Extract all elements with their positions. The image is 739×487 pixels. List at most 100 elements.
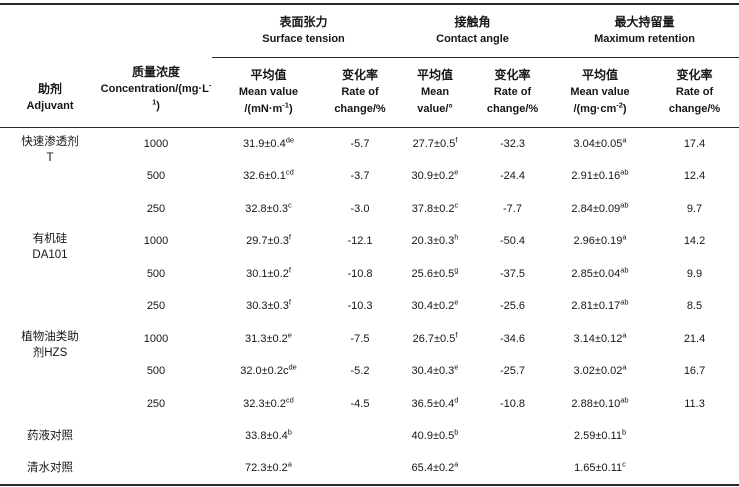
ca-rate-header-unit: change/% — [486, 103, 539, 115]
significance-superscript: f — [455, 330, 458, 340]
value-text: -34.6 — [499, 332, 526, 345]
value-text: 32.8±0.3 — [245, 202, 288, 215]
value-text: 3.14±0.12 — [573, 332, 623, 345]
value-text: 36.5±0.4 — [411, 397, 455, 410]
st-rate-cell: -3.7 — [325, 160, 395, 193]
value-text: -3.0 — [350, 202, 370, 215]
ca-mean-cell: 30.9±0.2e — [395, 160, 475, 193]
st-rate-cell — [325, 453, 395, 486]
value-text: 17.4 — [683, 138, 706, 150]
mr-rate-cell: 16.7 — [650, 355, 739, 388]
st-mean-header-unit: /(mN·m-1) — [212, 101, 325, 118]
value-text: -10.8 — [499, 397, 526, 410]
value-text: 12.4 — [683, 170, 706, 183]
concentration-cell — [100, 420, 212, 453]
ca-rate-cell: -7.7 — [475, 193, 550, 226]
value-text: -37.5 — [499, 267, 526, 280]
ca-mean-cell: 36.5±0.4d — [395, 388, 475, 421]
ca-rate-header-zh: 变化率 — [494, 68, 531, 82]
adjuvant-line: 清水对照 — [27, 462, 73, 475]
value-text: 2.91±0.16 — [571, 170, 621, 183]
ca-mean-header-en: Mean — [420, 86, 450, 98]
value-text: 3.02±0.02 — [573, 365, 623, 378]
value-text: 16.7 — [683, 365, 706, 378]
concentration-header: 质量浓度 Concentration/(mg·L-1) — [100, 4, 212, 128]
ca-rate-cell: -25.6 — [475, 290, 550, 323]
table-row: 500 32.0±0.2cde -5.2 30.4±0.3e -25.7 3.02±0.0… — [0, 355, 739, 388]
mr-unit-sup: -2 — [616, 100, 623, 110]
value-text: 2.96±0.19 — [573, 235, 623, 248]
adjuvant-cell: 药液对照 — [0, 420, 100, 453]
significance-superscript: c — [622, 459, 626, 469]
surface-tension-group-header: 表面张力 Surface tension — [212, 4, 395, 58]
significance-superscript: de — [288, 362, 297, 372]
ca-rate-cell — [475, 453, 550, 486]
adjuvant-line: T — [46, 152, 54, 164]
mr-rate-cell: 11.3 — [650, 388, 739, 421]
st-mean-cell: 29.7±0.3f — [212, 225, 325, 258]
st-mean-header-zh: 平均值 — [250, 68, 287, 82]
ca-rate-header: 变化率 Rate of change/% — [475, 57, 551, 128]
value-text: 2.81±0.17 — [571, 300, 621, 313]
value-text: 31.9±0.4 — [242, 138, 286, 150]
value-text: 2.84±0.09 — [571, 202, 621, 215]
st-rate-cell: -10.3 — [325, 290, 395, 323]
st-mean-cell: 31.9±0.4de — [212, 128, 325, 161]
concentration-cell: 250 — [146, 397, 166, 410]
ca-mean-header: 平均值 Mean value/° — [395, 57, 475, 128]
surface-tension-zh: 表面张力 — [279, 15, 328, 29]
adjuvant-cell: 清水对照 — [0, 453, 100, 486]
ca-rate-cell: -34.6 — [475, 323, 550, 356]
concentration-cell: 250 — [146, 202, 166, 215]
st-rate-header-unit: change/% — [334, 103, 386, 115]
value-text: 30.9±0.2 — [411, 170, 455, 183]
value-text: 30.1±0.2 — [246, 267, 289, 280]
value-text: 9.7 — [686, 202, 703, 215]
value-text: -12.1 — [347, 235, 373, 248]
ca-rate-cell: -25.7 — [475, 355, 550, 388]
value-text: 26.7±0.5 — [412, 332, 456, 345]
table-row: 植物油类助 剂HZS 1000 31.3±0.2e -7.5 26.7±0.5f -34.6… — [0, 323, 739, 359]
ca-rate-cell: -10.8 — [475, 388, 550, 421]
adjuvant-header: 助剂 Adjuvant — [0, 4, 100, 128]
concentration-cell: 500 — [146, 267, 166, 280]
value-text: 30.4±0.2 — [411, 300, 455, 313]
st-mean-cell: 30.3±0.3f — [212, 290, 325, 323]
concentration-unit-text: Concentration/(mg·L — [100, 83, 209, 95]
ca-rate-cell: -50.4 — [475, 225, 550, 258]
value-text: 40.9±0.5 — [411, 430, 455, 443]
significance-superscript: a — [622, 232, 627, 242]
significance-superscript: ab — [620, 265, 629, 275]
mr-rate-cell — [650, 453, 739, 486]
adjuvant-cell: 植物油类助 剂HZS — [0, 323, 100, 421]
value-text: 32.3±0.2 — [243, 397, 286, 410]
value-text: 20.3±0.3 — [411, 235, 455, 248]
value-text: 30.4±0.3 — [411, 365, 455, 378]
significance-superscript: a — [287, 459, 292, 469]
st-mean-cell: 31.3±0.2e — [212, 323, 325, 356]
st-rate-cell: -5.7 — [325, 128, 395, 161]
ca-mean-cell: 30.4±0.3e — [395, 355, 475, 388]
st-mean-header: 平均值 Mean value /(mN·m-1) — [212, 57, 325, 128]
table-row: 清水对照 72.3±0.2a 65.4±0.2a 1.65±0.11c — [0, 453, 739, 486]
significance-superscript: b — [454, 427, 459, 437]
mr-mean-cell: 3.04±0.05a — [550, 128, 650, 161]
significance-superscript: b — [287, 427, 292, 437]
st-mean-header-en: Mean value — [238, 86, 299, 98]
mr-mean-cell: 2.85±0.04ab — [550, 258, 650, 291]
st-mean-cell: 33.8±0.4b — [212, 420, 325, 453]
mr-rate-header-unit: change/% — [668, 103, 721, 115]
adjuvant-line: DA101 — [32, 249, 68, 261]
value-text: -7.7 — [503, 202, 522, 215]
value-text: 65.4±0.2 — [411, 462, 455, 475]
contact-angle-zh: 接触角 — [454, 15, 491, 29]
ca-mean-header-unit: value/° — [417, 103, 453, 115]
significance-superscript: e — [454, 167, 459, 177]
st-rate-cell: -7.5 — [325, 323, 395, 356]
mr-rate-cell: 12.4 — [650, 160, 739, 193]
value-text: -24.4 — [499, 170, 526, 183]
significance-superscript: ab — [620, 395, 629, 405]
mr-unit-close: ) — [622, 103, 627, 115]
significance-superscript: e — [454, 362, 459, 372]
adjuvant-line: 植物油类助 — [21, 330, 79, 343]
